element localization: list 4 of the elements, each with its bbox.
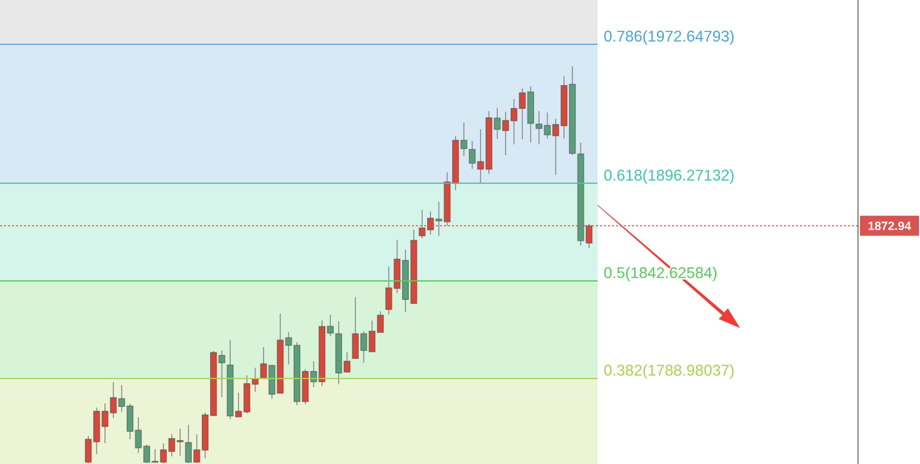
ref-line-label: 0.786(1972.64793) <box>604 28 735 46</box>
ref-line-label: 0.618(1896.27132) <box>604 167 735 184</box>
ref-line-label: 1872.94 <box>868 218 912 233</box>
ref-line-label: 0.382(1788.98037) <box>604 362 735 380</box>
